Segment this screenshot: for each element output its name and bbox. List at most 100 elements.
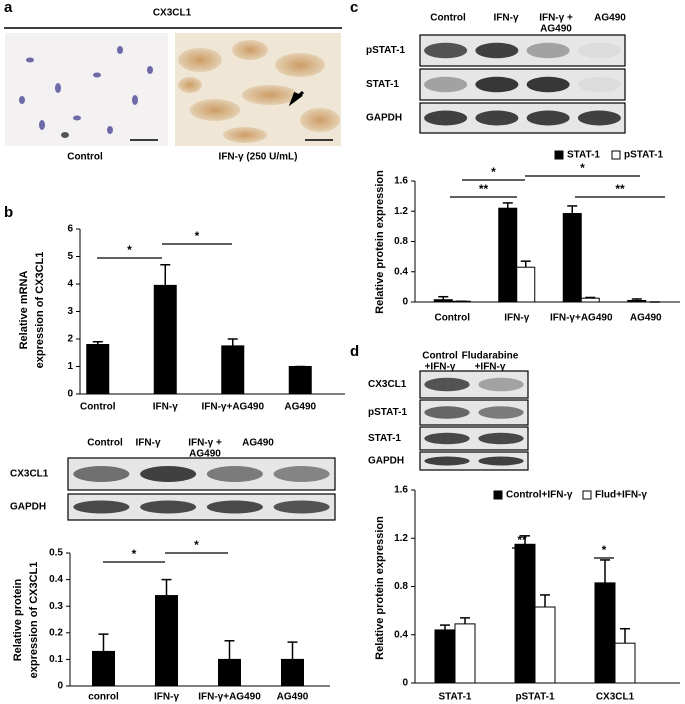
row-label: GAPDH bbox=[10, 502, 46, 513]
y-tick-label: 0 bbox=[402, 297, 408, 308]
blot-band bbox=[478, 456, 524, 466]
x-tick-label: STAT-1 bbox=[439, 692, 472, 703]
blot-band bbox=[424, 42, 468, 59]
y-tick-label: 0 bbox=[67, 389, 73, 400]
lane-label: AG490 bbox=[594, 13, 626, 24]
significance-label: * bbox=[491, 165, 496, 179]
legend-swatch bbox=[554, 150, 564, 160]
bar bbox=[92, 650, 115, 687]
lane-label: +IFN-γ bbox=[425, 362, 456, 373]
x-tick-label: IFN-γ+AG490 bbox=[550, 313, 613, 324]
blot-band bbox=[424, 377, 470, 392]
y-tick-label: 0.4 bbox=[49, 574, 63, 585]
bar bbox=[288, 366, 312, 395]
legend-label: Flud+IFN-γ bbox=[595, 490, 647, 501]
y-tick-label: 4 bbox=[67, 279, 73, 290]
significance-label: ** bbox=[615, 182, 625, 196]
x-tick-label: conrol bbox=[88, 692, 119, 703]
lane-label: IFN-γ + bbox=[188, 438, 222, 449]
y-tick-label: 0.5 bbox=[49, 548, 63, 559]
bar bbox=[451, 300, 471, 303]
y-tick-label: 0.8 bbox=[394, 236, 408, 247]
x-tick-label: IFN-γ bbox=[153, 402, 178, 413]
blot-band bbox=[273, 500, 330, 514]
lane-label: Control bbox=[422, 351, 458, 362]
lane-label: Control bbox=[87, 438, 123, 449]
blot-band bbox=[478, 406, 524, 419]
significance-label: ** bbox=[479, 182, 489, 196]
blot-band bbox=[424, 76, 468, 93]
lane-label: AG490 bbox=[242, 438, 274, 449]
blot-band bbox=[526, 110, 570, 126]
significance-label: * bbox=[132, 547, 137, 561]
x-tick-label: AG490 bbox=[284, 402, 316, 413]
row-label: GAPDH bbox=[366, 113, 402, 124]
bar bbox=[534, 606, 556, 684]
significance-label: * bbox=[194, 538, 199, 552]
bar bbox=[562, 213, 582, 303]
y-tick-label: 0.1 bbox=[49, 654, 63, 665]
x-tick-label: CX3CL1 bbox=[596, 692, 635, 703]
bar bbox=[594, 582, 616, 684]
row-label: pSTAT-1 bbox=[366, 45, 406, 56]
legend-label: STAT-1 bbox=[567, 150, 600, 161]
blot-band bbox=[577, 42, 621, 59]
bar bbox=[218, 658, 241, 687]
lane-label: IFN-γ bbox=[136, 438, 161, 449]
legend-swatch bbox=[582, 490, 592, 500]
row-label: STAT-1 bbox=[366, 79, 399, 90]
y-tick-label: 1 bbox=[67, 361, 73, 372]
y-tick-label: 2 bbox=[67, 334, 73, 345]
x-tick-label: Control bbox=[434, 313, 470, 324]
row-label: pSTAT-1 bbox=[368, 407, 408, 418]
y-tick-label: 1.2 bbox=[394, 206, 408, 217]
x-tick-label: IFN-γ bbox=[154, 692, 179, 703]
lane-label: AG490 bbox=[540, 24, 572, 35]
y-tick-label: 0.8 bbox=[394, 581, 408, 592]
row-label: CX3CL1 bbox=[368, 379, 407, 390]
x-tick-label: Control bbox=[80, 402, 116, 413]
significance-label: * bbox=[127, 243, 132, 257]
x-tick-label: IFN-γ+AG490 bbox=[198, 692, 261, 703]
legend-swatch bbox=[493, 490, 503, 500]
blot-band bbox=[424, 406, 470, 419]
blot-band bbox=[577, 76, 621, 93]
bar bbox=[614, 642, 636, 684]
panel-letter: a bbox=[4, 0, 13, 16]
micrograph-control bbox=[5, 33, 168, 146]
significance-label: * bbox=[602, 543, 607, 557]
bar bbox=[498, 207, 518, 303]
y-axis-label: Relative protein expression bbox=[374, 170, 386, 314]
significance-label: * bbox=[195, 229, 200, 243]
blot-band bbox=[73, 466, 130, 482]
bar bbox=[433, 299, 453, 303]
x-tick-label: AG490 bbox=[630, 313, 662, 324]
image-label: IFN-γ (250 U/mL) bbox=[219, 152, 298, 163]
blot-band bbox=[206, 466, 263, 482]
y-axis-label: Relative protein bbox=[12, 578, 24, 661]
blot-band bbox=[478, 377, 524, 392]
y-tick-label: 5 bbox=[67, 251, 73, 262]
bar bbox=[434, 629, 456, 684]
x-tick-label: IFN-γ bbox=[504, 313, 529, 324]
row-label: GAPDH bbox=[368, 456, 404, 467]
y-axis-label: expression of CX3CL1 bbox=[34, 252, 46, 369]
blot-band bbox=[577, 110, 621, 126]
y-tick-label: 1.2 bbox=[394, 533, 408, 544]
blot-band bbox=[424, 110, 468, 126]
legend-label: Control+IFN-γ bbox=[506, 490, 573, 501]
bar bbox=[153, 284, 177, 395]
y-tick-label: 0 bbox=[402, 678, 408, 689]
y-tick-label: 6 bbox=[67, 224, 73, 235]
x-tick-label: pSTAT-1 bbox=[515, 692, 555, 703]
image-label: Control bbox=[67, 152, 103, 163]
panel-title: CX3CL1 bbox=[153, 8, 192, 19]
lane-label: Fludarabine bbox=[462, 351, 519, 362]
blot-band bbox=[140, 466, 197, 482]
bar bbox=[627, 299, 647, 303]
y-axis-label: expression of CX3CL1 bbox=[28, 562, 40, 679]
legend-label: pSTAT-1 bbox=[624, 150, 664, 161]
blot-band bbox=[475, 42, 519, 59]
y-axis-label: Relative protein expression bbox=[374, 516, 386, 660]
